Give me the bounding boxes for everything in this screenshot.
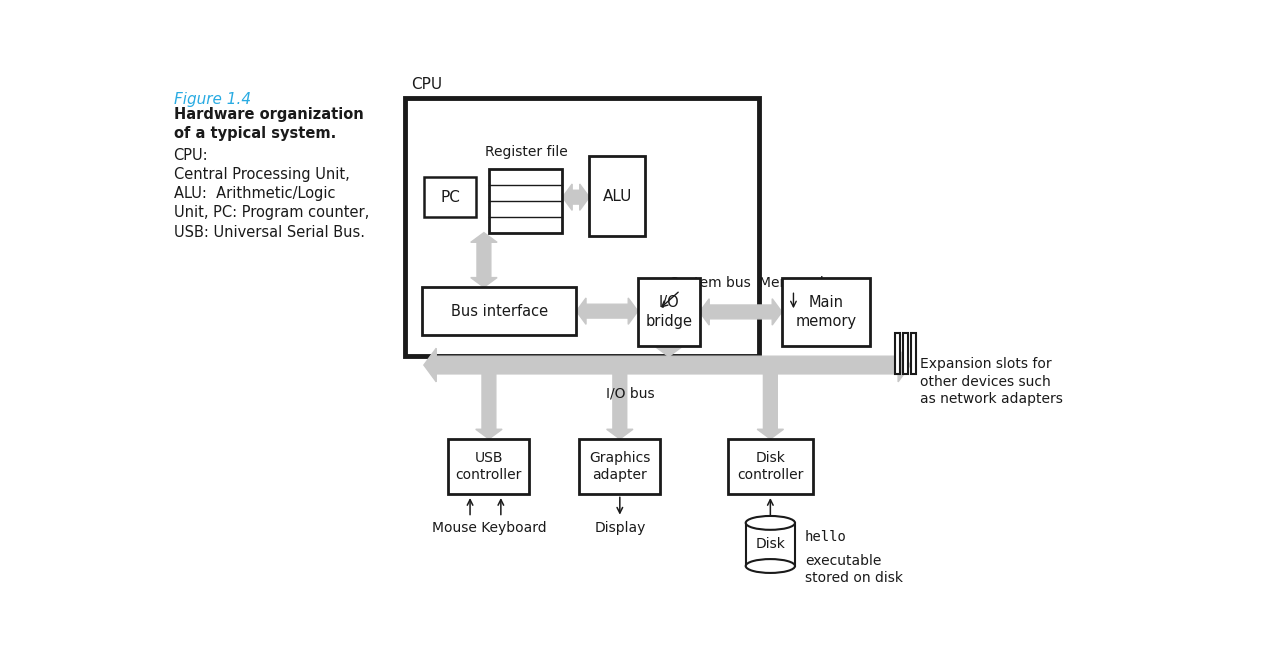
Polygon shape [563,184,590,210]
Text: hello: hello [805,530,846,544]
Ellipse shape [746,559,794,573]
Polygon shape [423,348,910,382]
Text: Mouse Keyboard: Mouse Keyboard [432,521,547,534]
Polygon shape [606,374,633,439]
Text: Graphics
adapter: Graphics adapter [590,451,651,482]
Bar [782,278,871,346]
Bar [449,439,529,495]
Bar [580,439,660,495]
Text: I/O bus: I/O bus [606,386,655,401]
Polygon shape [656,346,681,356]
Text: I/O
bridge: I/O bridge [646,295,693,329]
Bar [728,439,812,495]
Text: Main
memory: Main memory [796,295,857,329]
Text: Display: Display [594,521,646,534]
Text: executable
stored on disk: executable stored on disk [805,553,902,585]
Bar [904,333,909,374]
Polygon shape [470,233,497,288]
Text: Disk
controller: Disk controller [737,451,803,482]
Text: USB
controller: USB controller [456,451,522,482]
Text: Disk: Disk [755,538,785,552]
Text: Hardware organization
of a typical system.: Hardware organization of a typical syste… [174,107,364,141]
Bar [746,523,794,566]
Text: Memory bus: Memory bus [759,276,844,290]
Polygon shape [475,374,502,439]
Polygon shape [699,299,782,325]
Bar [895,333,900,374]
Text: Register file: Register file [484,145,567,159]
Text: Figure 1.4: Figure 1.4 [174,92,250,107]
Text: CPU:
Central Processing Unit,
ALU:  Arithmetic/Logic
Unit, PC: Program counter,
: CPU: Central Processing Unit, ALU: Arith… [174,148,369,240]
Polygon shape [576,298,638,324]
Text: PC: PC [440,190,460,204]
Bar [590,156,644,236]
Text: System bus: System bus [670,276,751,290]
Ellipse shape [746,516,794,530]
Bar [422,288,576,335]
Bar [404,98,759,356]
Bar [423,177,477,217]
Bar [911,333,916,374]
Text: ALU: ALU [602,189,632,204]
Bar [489,170,563,233]
Text: Expansion slots for
other devices such
as network adapters: Expansion slots for other devices such a… [920,358,1063,406]
Text: Bus interface: Bus interface [451,304,548,318]
Text: CPU: CPU [411,77,442,92]
Bar [638,278,699,346]
Polygon shape [758,374,783,439]
